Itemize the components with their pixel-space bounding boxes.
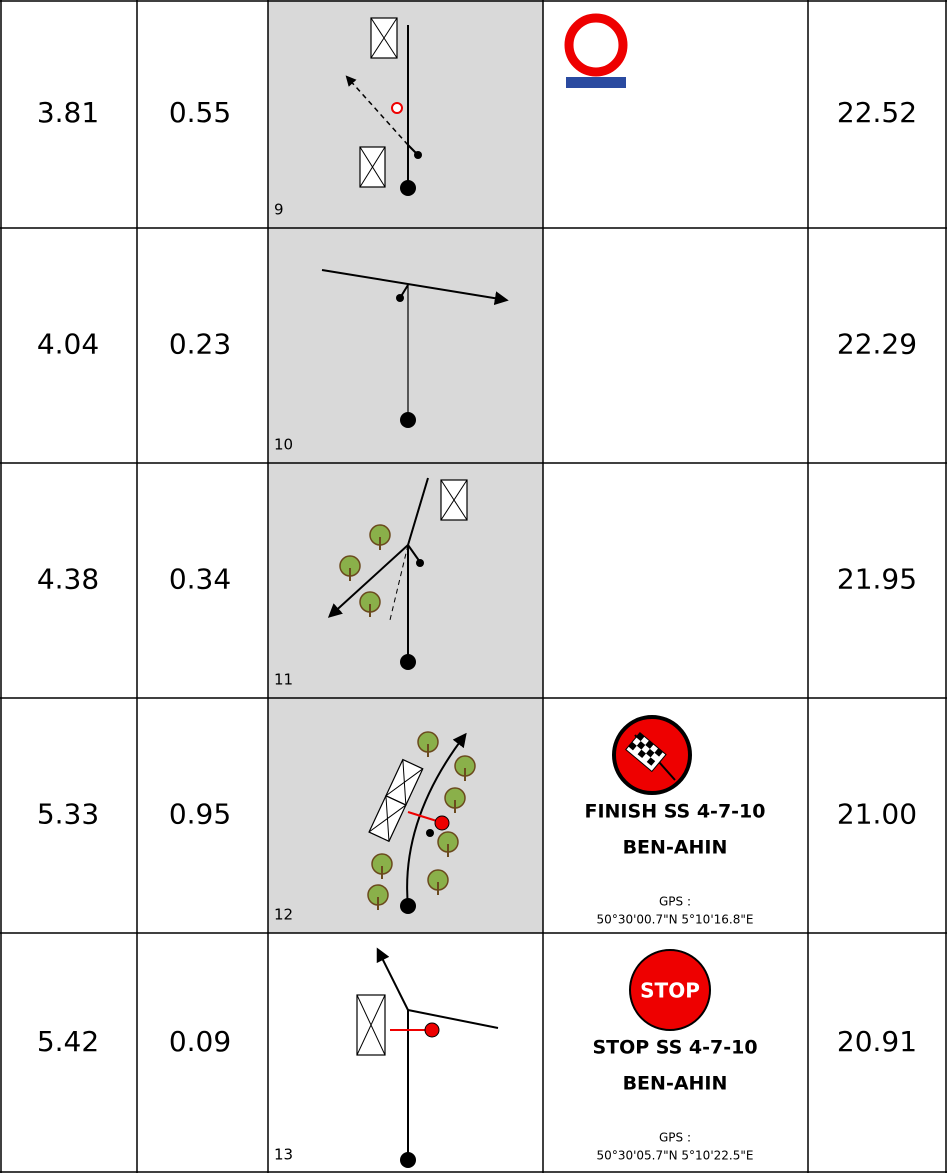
shape [368, 759, 424, 842]
total-distance: 4.38 [37, 563, 99, 596]
note-place: BEN-AHIN [623, 837, 728, 859]
remaining-distance: 21.00 [837, 798, 917, 831]
total-distance: 5.42 [37, 1025, 99, 1058]
note-place: BEN-AHIN [623, 1073, 728, 1095]
shape [400, 180, 416, 196]
total-distance: 3.81 [37, 96, 99, 129]
partial-distance: 0.55 [169, 96, 231, 129]
stop-sign-text: STOP [640, 979, 700, 1003]
remaining-distance: 22.52 [837, 96, 917, 129]
gps-coordinates: 50°30'00.7"N 5°10'16.8"E [597, 913, 754, 927]
shape [376, 947, 409, 1011]
shape [370, 17, 398, 59]
shape [414, 151, 422, 159]
gps-label: GPS : [659, 895, 691, 909]
shape [424, 1022, 440, 1038]
shape [434, 815, 450, 831]
box-number: 10 [274, 436, 293, 454]
diagram-13 [356, 947, 499, 1168]
remaining-distance: 21.95 [837, 563, 917, 596]
shape [268, 0, 543, 463]
diagram-10 [321, 269, 509, 428]
diagram-12 [367, 731, 476, 914]
box-number: 9 [274, 201, 284, 219]
shape [416, 559, 424, 567]
remaining-distance: 20.91 [837, 1025, 917, 1058]
partial-distance: 0.34 [169, 563, 231, 596]
partial-distance: 0.23 [169, 328, 231, 361]
shape [391, 102, 403, 114]
shape [564, 13, 628, 77]
shape [407, 1009, 499, 1029]
partial-distance: 0.95 [169, 798, 231, 831]
shape [396, 294, 404, 302]
shape [359, 146, 386, 188]
gps-label: GPS : [659, 1131, 691, 1145]
diagram-9 [345, 17, 422, 196]
shape [407, 811, 441, 823]
note-title: STOP SS 4-7-10 [592, 1037, 757, 1059]
note-title: FINISH SS 4-7-10 [584, 801, 765, 823]
finish-sign [612, 715, 692, 795]
total-distance: 5.33 [37, 798, 99, 831]
shape [389, 544, 409, 621]
shape [327, 544, 409, 618]
shape [629, 949, 711, 1031]
shape [566, 77, 626, 88]
shape [345, 75, 409, 146]
shape [407, 477, 429, 546]
shape [407, 544, 421, 563]
shape [426, 829, 434, 837]
shape [625, 731, 667, 773]
shape [321, 269, 509, 306]
stop-sign: STOP [629, 949, 711, 1031]
shape [406, 732, 467, 907]
remaining-distance: 22.29 [837, 328, 917, 361]
box-number: 13 [274, 1146, 293, 1164]
shape [356, 994, 386, 1056]
diagram-11 [327, 477, 468, 670]
shape [400, 1152, 416, 1168]
box-number: 11 [274, 671, 293, 689]
total-distance: 4.04 [37, 328, 99, 361]
partial-distance: 0.09 [169, 1025, 231, 1058]
shape [440, 479, 468, 521]
box-number: 12 [274, 906, 293, 924]
shape [400, 412, 416, 428]
no-entry-sign [564, 13, 628, 88]
shape [400, 654, 416, 670]
shape [400, 898, 416, 914]
gps-coordinates: 50°30'05.7"N 5°10'22.5"E [597, 1149, 754, 1163]
shape [368, 758, 424, 843]
